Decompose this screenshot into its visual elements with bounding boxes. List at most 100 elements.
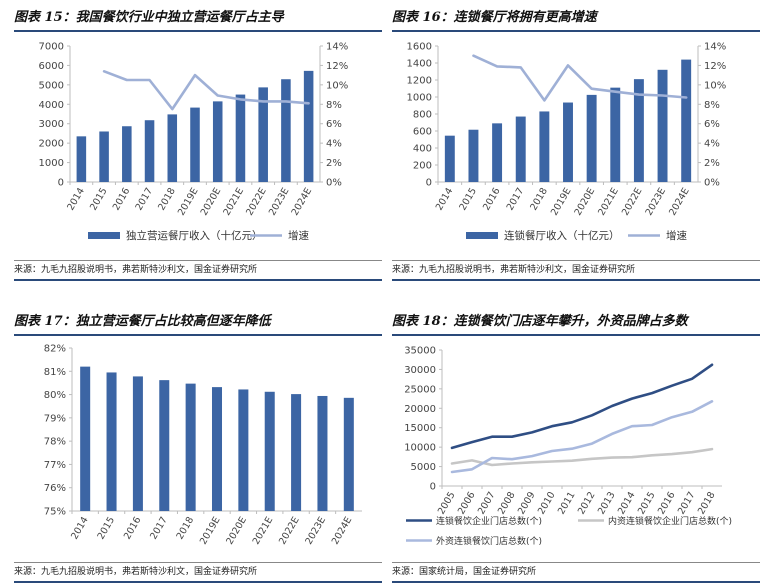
y-tick-label-left: 0 bbox=[58, 178, 64, 189]
bar bbox=[343, 397, 354, 511]
y-tick-label-left: 4000 bbox=[39, 100, 64, 111]
y-tick-label-left: 76% bbox=[44, 483, 66, 494]
bar bbox=[258, 87, 268, 182]
x-tick-label: 2024E bbox=[330, 515, 355, 547]
y-tick-label-left: 77% bbox=[44, 460, 66, 471]
bar bbox=[444, 135, 455, 182]
x-tick-label: 2018 bbox=[175, 515, 197, 541]
bar bbox=[185, 383, 196, 511]
y-tick-label-right: 0% bbox=[704, 178, 720, 189]
bar bbox=[99, 131, 109, 182]
y-tick-label-right: 10% bbox=[326, 80, 348, 91]
y-tick-label-left: 82% bbox=[44, 344, 66, 355]
x-tick-label: 2022E bbox=[244, 186, 269, 218]
chart-17-svg: 75% 76% 77% 78% 79% 80% 81% 82% 2014 2015 2016 2017… bbox=[44, 344, 362, 547]
x-tick-label: 2014 bbox=[434, 186, 456, 212]
x-tick-label: 2016 bbox=[656, 490, 678, 516]
x-tick-label: 2015 bbox=[457, 186, 479, 212]
x-tick-label: 2019E bbox=[198, 515, 223, 547]
y-tick-label-right: 4% bbox=[704, 139, 720, 150]
bar bbox=[106, 372, 117, 511]
legend-label: 连锁餐饮企业门店总数(个) bbox=[436, 515, 542, 527]
x-tick-label: 2016 bbox=[122, 515, 144, 541]
x-tick-label: 2020E bbox=[199, 186, 224, 218]
x-tick-label: 2010 bbox=[536, 490, 558, 516]
y-tick-label-left: 10000 bbox=[404, 443, 436, 454]
x-tick-label: 2016 bbox=[481, 186, 503, 212]
y-tick-label-right: 2% bbox=[326, 158, 342, 169]
x-tick-label: 2007 bbox=[476, 490, 498, 516]
chart-18-svg: 0500010000150002000025000300003500020052… bbox=[404, 346, 732, 548]
bar bbox=[317, 395, 328, 511]
y-tick-label-left: 79% bbox=[44, 413, 66, 424]
source-note: 来源：九毛九招股说明书，弗若斯特沙利文，国金证券研究所 bbox=[392, 260, 760, 281]
x-tick-label: 2015 bbox=[96, 515, 118, 541]
x-tick-label: 2005 bbox=[436, 490, 458, 516]
chart-title: 图表 16：连锁餐厅将拥有更高增速 bbox=[392, 6, 760, 32]
source-note: 来源：九毛九招股说明书，弗若斯特沙利文，国金证券研究所 bbox=[14, 260, 382, 281]
x-tick-label: 2013 bbox=[596, 490, 618, 516]
y-tick-label-left: 0 bbox=[430, 482, 436, 493]
y-tick-label-left: 200 bbox=[413, 161, 432, 172]
x-tick-label: 2019E bbox=[549, 186, 574, 218]
series-line bbox=[102, 69, 310, 111]
chart-panel-16: 图表 16：连锁餐厅将拥有更高增速 0 200 400 600 800 1000 1200 1… bbox=[392, 6, 760, 281]
x-tick-label: 2020E bbox=[573, 186, 598, 218]
y-tick-label-left: 30000 bbox=[404, 365, 436, 376]
bar bbox=[468, 129, 479, 182]
bar bbox=[264, 391, 275, 511]
x-tick-label: 2019E bbox=[176, 186, 201, 218]
y-tick-label-left: 78% bbox=[44, 437, 66, 448]
y-tick-label-right: 6% bbox=[704, 119, 720, 130]
legend-label: 外资连锁餐饮门店总数(个) bbox=[436, 535, 542, 547]
source-note: 来源：国家统计局，国金证券研究所 bbox=[392, 562, 760, 583]
y-tick-label-left: 20000 bbox=[404, 404, 436, 415]
series-line bbox=[450, 400, 714, 474]
x-tick-label: 2015 bbox=[636, 490, 658, 516]
x-tick-label: 2017 bbox=[148, 515, 170, 541]
bar bbox=[681, 59, 692, 182]
legend-label: 增速 bbox=[666, 229, 687, 242]
y-tick-label-left: 400 bbox=[413, 144, 432, 155]
bar bbox=[167, 114, 178, 182]
bar bbox=[291, 394, 302, 511]
legend-swatch-bar bbox=[466, 232, 498, 239]
bar bbox=[563, 102, 573, 182]
x-tick-label: 2021E bbox=[251, 515, 276, 547]
bar bbox=[515, 116, 526, 182]
chart-panel-17: 图表 17：独立营运餐厅占比较高但逐年降低 75% 76% 77% 78% 79% 80%… bbox=[14, 310, 382, 583]
y-tick-label-left: 1600 bbox=[407, 42, 432, 53]
y-tick-label-left: 1000 bbox=[407, 93, 432, 104]
y-tick-label-right: 12% bbox=[326, 61, 348, 72]
x-tick-label: 2017 bbox=[505, 186, 527, 212]
x-tick-label: 2024E bbox=[290, 186, 315, 218]
x-tick-label: 2017 bbox=[676, 490, 698, 516]
x-tick-label: 2014 bbox=[616, 490, 638, 516]
chart-title: 图表 15：我国餐饮行业中独立营运餐厅占主导 bbox=[14, 6, 382, 32]
bar bbox=[76, 136, 87, 182]
legend-label: 内资连锁餐饮企业门店总数(个) bbox=[608, 515, 732, 527]
y-tick-label-right: 2% bbox=[704, 158, 720, 169]
y-tick-label-right: 6% bbox=[326, 119, 342, 130]
x-tick-label: 2018 bbox=[156, 186, 178, 212]
x-tick-label: 2008 bbox=[496, 490, 518, 516]
x-tick-label: 2021E bbox=[596, 186, 621, 218]
y-tick-label-right: 14% bbox=[326, 42, 348, 53]
bar bbox=[159, 380, 170, 511]
y-tick-label-left: 0 bbox=[426, 178, 432, 189]
y-tick-label-left: 25000 bbox=[404, 384, 436, 395]
y-tick-label-left: 75% bbox=[44, 507, 66, 518]
y-tick-label-left: 5000 bbox=[39, 80, 64, 91]
y-tick-label-left: 800 bbox=[413, 110, 432, 121]
y-tick-label-left: 1200 bbox=[407, 76, 432, 87]
bar bbox=[144, 120, 155, 182]
chart-panel-18: 图表 18：连锁餐饮门店逐年攀升，外资品牌占多数 0 5000 10000 15000… bbox=[392, 310, 760, 583]
x-tick-label: 2023E bbox=[644, 186, 669, 218]
y-tick-label-left: 600 bbox=[413, 127, 432, 138]
y-tick-label-right: 0% bbox=[326, 178, 342, 189]
x-tick-label: 2011 bbox=[556, 490, 578, 516]
bar bbox=[610, 87, 621, 182]
y-tick-label-left: 6000 bbox=[39, 61, 64, 72]
x-tick-label: 2018 bbox=[696, 490, 718, 516]
source-note: 来源：九毛九招股说明书，弗若斯特沙利文，国金证券研究所 bbox=[14, 562, 382, 583]
